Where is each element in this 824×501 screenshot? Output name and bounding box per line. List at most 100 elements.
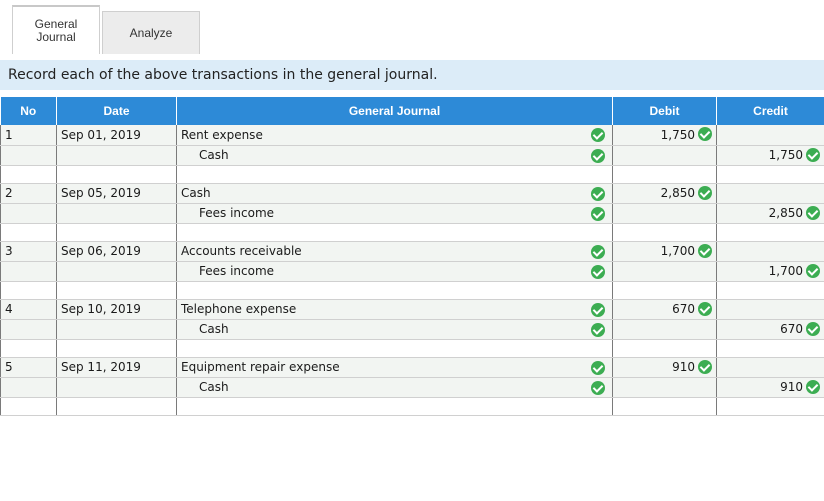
entry-date-cell[interactable] [56,377,177,398]
entry-date-cell[interactable]: Sep 05, 2019 [56,183,177,204]
debit-amount-cell[interactable] [612,319,717,340]
tab-analyze[interactable]: Analyze [102,11,200,54]
credit-amount-cell[interactable] [716,125,824,146]
entry-date-cell[interactable]: Sep 06, 2019 [56,241,177,262]
debit-account-cell[interactable]: Equipment repair expense [176,357,613,378]
account-cell[interactable] [176,281,613,300]
check-circle-icon [591,264,605,279]
debit-amount: 2,850 [660,186,695,200]
entry-number-cell: 5 [0,357,57,378]
debit-amount-cell[interactable]: 2,850 [612,183,717,204]
credit-amount-cell[interactable] [716,357,824,378]
check-circle-icon [591,244,605,259]
tab-general-journal[interactable]: General Journal [12,5,100,54]
entry-date-cell[interactable] [56,145,177,166]
entry-number-cell [0,281,57,300]
journal-row-credit: Fees income 2,850 [0,203,824,224]
credit-amount: 1,700 [768,264,803,278]
entry-date-cell[interactable]: Sep 11, 2019 [56,357,177,378]
credit-amount-cell[interactable] [716,241,824,262]
account-cell[interactable] [176,397,613,416]
debit-amount-cell[interactable] [612,203,717,224]
credit-amount-cell[interactable] [716,281,824,300]
credit-amount-cell[interactable] [716,299,824,320]
credit-amount: 2,850 [768,206,803,220]
account-cell[interactable] [176,165,613,184]
debit-account-name: Equipment repair expense [181,360,340,374]
debit-account-cell[interactable]: Cash [176,183,613,204]
journal-body: 1 Sep 01, 2019 Rent expense 1,750 Cash 1,750 2… [0,125,824,416]
credit-account-name: Cash [199,380,229,394]
credit-account-name: Fees income [199,264,275,278]
credit-amount-cell[interactable]: 670 [716,319,824,340]
credit-account-cell[interactable]: Fees income [176,203,613,224]
entry-date-cell[interactable] [56,339,177,358]
debit-account-cell[interactable]: Accounts receivable [176,241,613,262]
check-circle-icon [591,360,605,375]
credit-amount-cell[interactable] [716,223,824,242]
credit-amount-cell[interactable]: 910 [716,377,824,398]
credit-amount-cell[interactable]: 1,750 [716,145,824,166]
credit-amount-cell[interactable]: 1,700 [716,261,824,282]
entry-date-cell[interactable] [56,203,177,224]
account-cell[interactable] [176,223,613,242]
journal-row-credit: Cash 1,750 [0,145,824,166]
debit-amount-cell[interactable] [612,223,717,242]
entry-number: 2 [5,186,13,200]
entry-number-cell [0,397,57,416]
credit-amount-cell[interactable] [716,339,824,358]
debit-amount-cell[interactable]: 670 [612,299,717,320]
debit-amount-cell[interactable] [612,165,717,184]
journal-row-credit: Cash 910 [0,377,824,398]
check-circle-icon [591,148,605,163]
check-circle-icon [591,128,605,142]
debit-amount: 1,750 [660,127,695,142]
entry-date-cell[interactable] [56,281,177,300]
entry-date-cell[interactable] [56,319,177,340]
debit-amount: 910 [672,360,695,374]
entry-date: Sep 05, 2019 [61,186,141,200]
check-circle-icon [806,321,820,336]
debit-amount-cell[interactable] [612,281,717,300]
debit-account-cell[interactable]: Rent expense [176,125,613,146]
debit-amount-cell[interactable] [612,339,717,358]
entry-date: Sep 01, 2019 [61,127,141,142]
journal-row-debit: 4 Sep 10, 2019 Telephone expense 670 [0,299,824,320]
entry-number-cell [0,145,57,166]
entry-number-cell [0,319,57,340]
check-circle-icon [806,263,820,278]
credit-amount-cell[interactable] [716,397,824,416]
debit-amount-cell[interactable] [612,377,717,398]
debit-amount-cell[interactable]: 1,700 [612,241,717,262]
check-circle-icon [698,185,712,200]
debit-amount-cell[interactable]: 1,750 [612,125,717,146]
entry-number-cell [0,203,57,224]
credit-amount-cell[interactable]: 2,850 [716,203,824,224]
credit-account-cell[interactable]: Cash [176,377,613,398]
credit-amount-cell[interactable] [716,165,824,184]
debit-account-cell[interactable]: Telephone expense [176,299,613,320]
journal-row-debit: 1 Sep 01, 2019 Rent expense 1,750 [0,125,824,146]
check-circle-icon [806,205,820,220]
debit-amount-cell[interactable] [612,261,717,282]
entry-date: Sep 06, 2019 [61,244,141,258]
entry-date: Sep 10, 2019 [61,302,141,316]
entry-date-cell[interactable]: Sep 01, 2019 [56,125,177,146]
debit-amount: 670 [672,302,695,316]
entry-date-cell[interactable] [56,223,177,242]
debit-amount-cell[interactable]: 910 [612,357,717,378]
account-cell[interactable] [176,339,613,358]
check-circle-icon [591,206,605,221]
credit-amount-cell[interactable] [716,183,824,204]
entry-date-cell[interactable]: Sep 10, 2019 [56,299,177,320]
debit-amount-cell[interactable] [612,145,717,166]
journal-row-debit: 3 Sep 06, 2019 Accounts receivable 1,700 [0,241,824,262]
credit-account-cell[interactable]: Fees income [176,261,613,282]
credit-account-cell[interactable]: Cash [176,145,613,166]
entry-date-cell[interactable] [56,165,177,184]
entry-date-cell[interactable] [56,397,177,416]
journal-row-blank [0,165,824,184]
entry-date-cell[interactable] [56,261,177,282]
debit-amount-cell[interactable] [612,397,717,416]
credit-account-cell[interactable]: Cash [176,319,613,340]
